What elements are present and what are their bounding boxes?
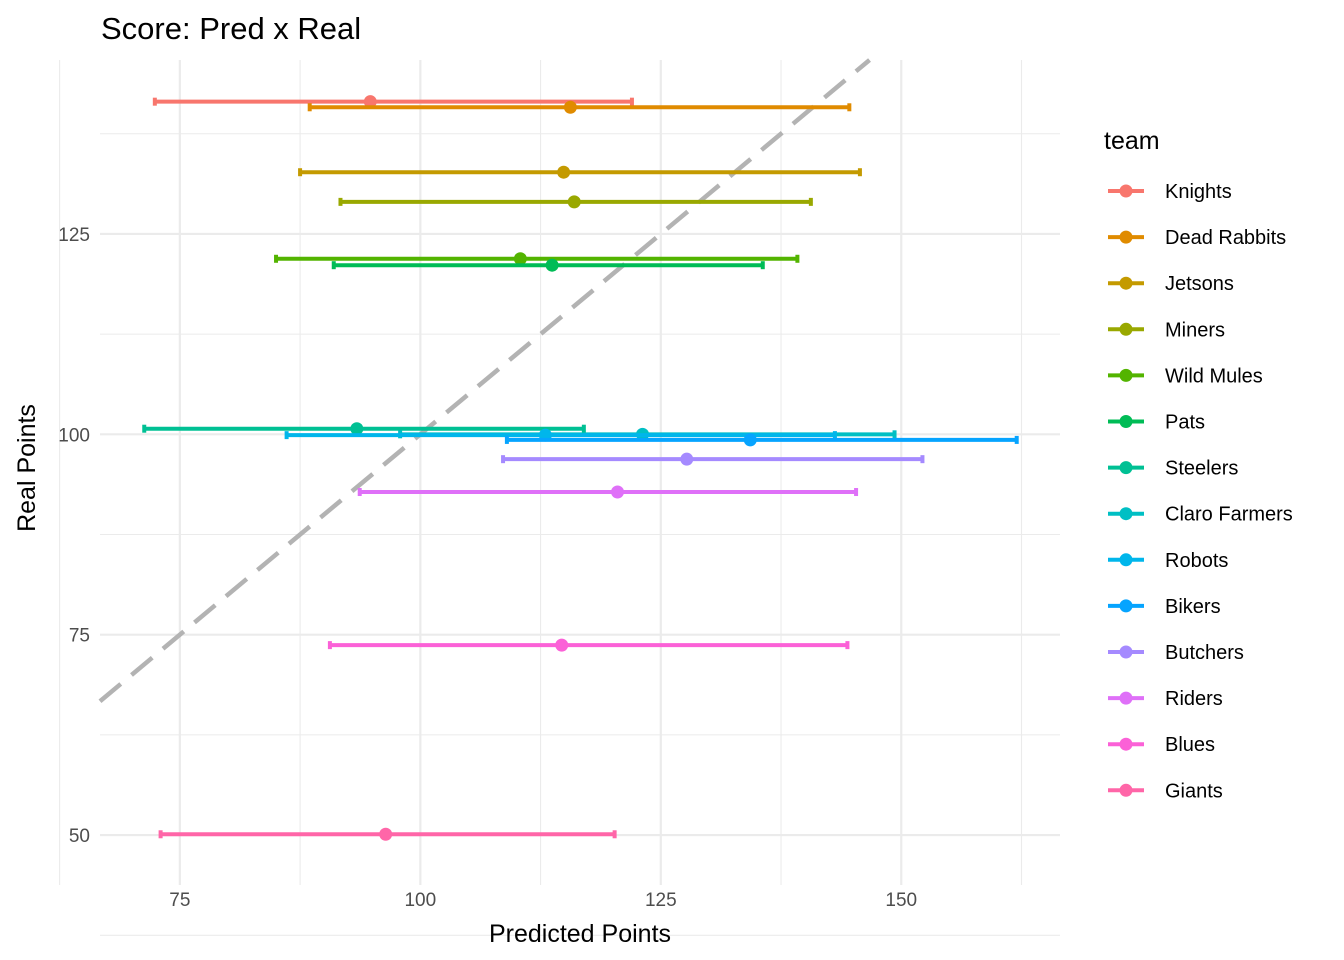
legend-label: Robots (1165, 550, 1228, 572)
legend-key-point (1119, 507, 1133, 521)
data-point (680, 452, 694, 466)
legend-key-point (1119, 184, 1133, 198)
x-axis-title: Predicted Points (489, 920, 671, 948)
y-tick-label: 50 (69, 826, 90, 847)
y-tick-label: 75 (69, 626, 90, 647)
data-point (555, 638, 569, 652)
legend-label: Miners (1165, 319, 1225, 341)
y-axis-title: Real Points (13, 404, 41, 532)
legend-label: Blues (1165, 734, 1215, 756)
legend-key-point (1119, 737, 1133, 751)
axis-ticks: 75 100 125 150 50 75 100 125 (58, 225, 917, 911)
x-tick-label: 150 (885, 890, 917, 911)
legend-label: Dead Rabbits (1165, 227, 1286, 249)
y-tick-label: 125 (58, 225, 90, 246)
x-tick-label: 125 (645, 890, 677, 911)
data-point (743, 433, 757, 447)
data-point (567, 195, 581, 209)
x-tick-label: 75 (169, 890, 190, 911)
legend-label: Claro Farmers (1165, 504, 1293, 526)
data-marks (142, 95, 1019, 841)
legend-key-point (1119, 783, 1133, 797)
data-point (513, 252, 527, 266)
x-tick-label: 100 (404, 890, 436, 911)
legend-key-point (1119, 645, 1133, 659)
data-point (557, 165, 571, 179)
legend-label: Knights (1165, 181, 1232, 203)
legend-key-point (1119, 276, 1133, 290)
legend-title: team (1104, 127, 1160, 155)
y-tick-label: 100 (58, 425, 90, 446)
legend-label: Pats (1165, 412, 1205, 434)
data-point (379, 827, 393, 841)
legend-key-point (1119, 691, 1133, 705)
legend-key-point (1119, 553, 1133, 567)
data-point (563, 100, 577, 114)
data-point (611, 485, 625, 499)
data-point (350, 422, 364, 436)
chart-title: Score: Pred x Real (101, 11, 361, 46)
legend-key-point (1119, 415, 1133, 428)
data-point (363, 95, 377, 109)
legend-label: Bikers (1165, 596, 1221, 618)
legend-key-point (1119, 368, 1133, 382)
legend-label: Riders (1165, 688, 1223, 710)
reference-line-group (98, 58, 871, 703)
legend-label: Butchers (1165, 642, 1244, 664)
legend-label: Wild Mules (1165, 365, 1263, 387)
legend-key-point (1119, 599, 1133, 613)
legend-label: Giants (1165, 780, 1223, 802)
legend: Knights Dead Rabbits Jetsons Miners Wild Mul… (1108, 181, 1293, 802)
data-point (545, 258, 559, 272)
legend-key-point (1119, 461, 1133, 475)
grid (59, 60, 1060, 936)
legend-label: Steelers (1165, 458, 1238, 480)
legend-key-point (1119, 230, 1133, 244)
legend-label: Jetsons (1165, 273, 1234, 295)
identity-reference-line (98, 58, 871, 703)
legend-key-point (1119, 322, 1133, 336)
